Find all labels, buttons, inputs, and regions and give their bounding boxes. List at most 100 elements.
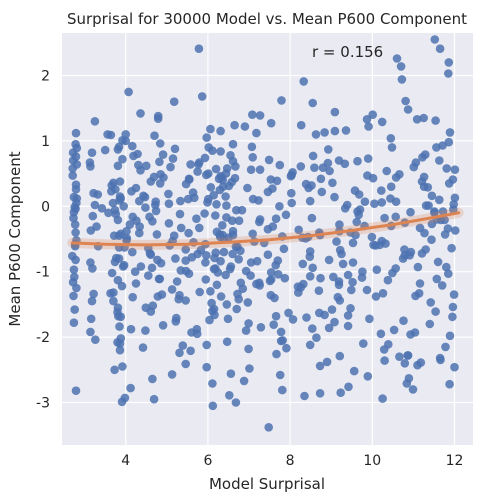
data-point bbox=[90, 117, 100, 126]
data-point bbox=[167, 285, 177, 294]
data-point bbox=[70, 220, 80, 229]
data-point bbox=[141, 326, 150, 335]
data-point bbox=[202, 251, 211, 260]
data-point bbox=[329, 272, 338, 282]
data-point bbox=[391, 212, 401, 222]
data-point bbox=[221, 270, 230, 280]
data-point bbox=[141, 303, 151, 313]
data-point bbox=[288, 315, 298, 324]
data-point bbox=[211, 264, 220, 273]
data-point bbox=[176, 223, 186, 233]
data-point bbox=[208, 306, 217, 316]
data-point bbox=[421, 201, 431, 210]
data-point bbox=[158, 150, 168, 159]
data-point bbox=[209, 190, 218, 200]
data-point bbox=[275, 160, 285, 170]
data-point bbox=[93, 190, 103, 199]
data-point bbox=[323, 158, 333, 168]
data-point bbox=[216, 147, 225, 156]
data-point bbox=[343, 311, 353, 320]
data-point bbox=[69, 192, 79, 202]
data-point bbox=[224, 181, 234, 191]
data-point bbox=[149, 172, 159, 182]
data-point bbox=[72, 283, 81, 293]
data-point bbox=[364, 122, 373, 131]
data-point bbox=[245, 364, 254, 373]
data-point bbox=[200, 209, 209, 218]
data-point bbox=[279, 244, 289, 254]
data-point bbox=[447, 243, 456, 253]
x-tick-label: 12 bbox=[446, 453, 464, 469]
data-point bbox=[248, 194, 258, 204]
data-point bbox=[451, 226, 460, 235]
data-point bbox=[307, 213, 317, 223]
data-point bbox=[181, 179, 191, 189]
data-point bbox=[317, 187, 327, 197]
data-point bbox=[335, 220, 344, 229]
fit-line bbox=[70, 211, 461, 247]
data-point bbox=[71, 185, 81, 194]
data-point bbox=[115, 345, 125, 355]
data-point bbox=[192, 329, 202, 339]
data-point bbox=[68, 251, 77, 261]
data-point bbox=[427, 235, 436, 244]
data-point bbox=[211, 248, 220, 257]
data-point bbox=[167, 370, 177, 379]
x-axis-label: Model Surprisal bbox=[209, 475, 325, 493]
data-point bbox=[181, 296, 190, 305]
data-point bbox=[448, 175, 458, 184]
data-point bbox=[330, 126, 340, 136]
y-tick-label: -3 bbox=[36, 395, 50, 411]
data-point bbox=[359, 339, 368, 348]
data-point bbox=[299, 77, 309, 86]
data-point bbox=[421, 245, 431, 254]
data-point bbox=[440, 215, 449, 225]
data-point bbox=[324, 323, 334, 333]
data-point bbox=[247, 142, 257, 152]
data-point bbox=[269, 320, 279, 330]
data-point bbox=[287, 188, 296, 198]
data-point bbox=[305, 272, 315, 281]
data-point bbox=[296, 162, 306, 171]
data-point bbox=[230, 120, 239, 130]
data-point bbox=[310, 163, 319, 172]
data-point bbox=[343, 321, 353, 331]
data-point bbox=[450, 362, 459, 372]
data-point bbox=[266, 118, 276, 128]
data-point bbox=[386, 182, 396, 191]
data-point bbox=[408, 385, 418, 394]
data-point bbox=[330, 317, 339, 327]
data-point bbox=[128, 292, 137, 302]
data-point bbox=[184, 228, 193, 238]
data-point bbox=[271, 311, 281, 321]
data-point bbox=[384, 340, 393, 349]
data-point bbox=[172, 313, 181, 323]
data-point bbox=[164, 189, 173, 199]
data-point bbox=[226, 369, 236, 379]
data-point bbox=[435, 44, 445, 53]
data-point bbox=[442, 164, 452, 173]
data-point bbox=[445, 331, 455, 341]
data-point bbox=[340, 159, 350, 169]
data-point bbox=[194, 44, 204, 53]
data-point bbox=[208, 401, 218, 411]
data-point bbox=[445, 128, 455, 137]
data-point bbox=[87, 296, 97, 306]
data-point bbox=[445, 379, 454, 389]
data-point bbox=[256, 323, 266, 332]
data-point bbox=[301, 179, 311, 189]
data-point bbox=[327, 305, 337, 314]
data-point bbox=[330, 107, 340, 117]
data-point bbox=[205, 315, 214, 325]
data-point bbox=[128, 141, 137, 151]
data-point bbox=[415, 279, 425, 288]
data-point bbox=[186, 160, 195, 169]
data-point bbox=[316, 174, 326, 184]
data-point bbox=[335, 245, 345, 255]
data-point bbox=[231, 398, 241, 407]
data-point bbox=[202, 362, 211, 372]
data-point bbox=[206, 183, 216, 192]
data-point bbox=[377, 117, 387, 127]
data-point bbox=[347, 285, 356, 295]
